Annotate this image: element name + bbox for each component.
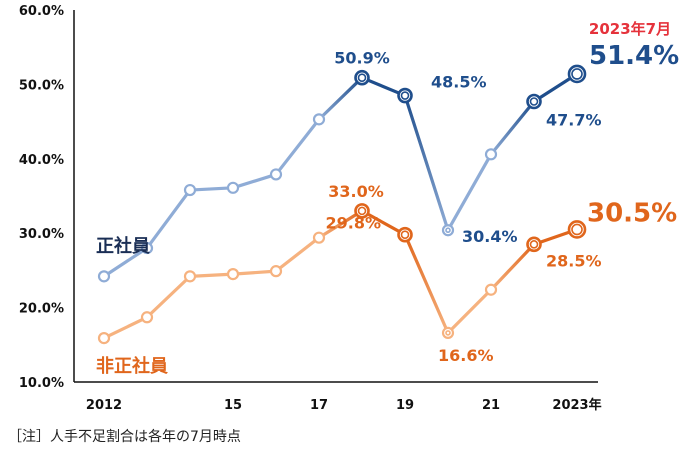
- data-point: [354, 203, 370, 219]
- series-line-segment: [403, 93, 450, 232]
- data-point: [526, 236, 542, 253]
- series-line-segment: [360, 209, 407, 237]
- x-tick-label: 2023年: [552, 397, 601, 413]
- data-point: [312, 231, 326, 244]
- data-point: [567, 220, 587, 239]
- y-tick-labels: 10.0% 20.0% 30.0% 40.0% 50.0% 60.0%: [19, 4, 64, 391]
- data-point: [567, 64, 587, 84]
- series-line-segment: [102, 315, 149, 340]
- data-point: [397, 87, 413, 104]
- y-tick-label: 30.0%: [19, 227, 64, 242]
- series-line-segment: [274, 117, 321, 177]
- data-point: [97, 270, 111, 283]
- x-tick-labels: 2012 15 17 19 21 2023年: [86, 397, 602, 413]
- series-line-segment: [145, 188, 192, 250]
- data-point: [441, 224, 455, 237]
- series-line-segment: [231, 172, 278, 190]
- data-label: 30.4%: [462, 227, 518, 246]
- footnote: ［注］人手不足割合は各年の7月時点: [8, 428, 241, 445]
- series-line-segment: [231, 269, 278, 276]
- series-line-segment: [489, 99, 536, 156]
- series-line-segment: [188, 186, 235, 192]
- data-label: 48.5%: [431, 73, 487, 92]
- data-point: [354, 69, 370, 86]
- data-point: [140, 311, 154, 324]
- data-labels: 50.9% 48.5% 30.4% 47.7% 51.4% 33.0% 29.8% 16.6%…: [325, 41, 679, 365]
- data-label: 16.6%: [438, 346, 494, 365]
- data-label: 29.8%: [325, 214, 381, 233]
- x-tick-label: 19: [396, 398, 414, 413]
- data-label: 47.7%: [546, 111, 602, 130]
- data-point: [97, 332, 111, 345]
- x-tick-label: 17: [310, 398, 328, 413]
- series-line-segment: [446, 288, 493, 335]
- x-tick-label: 15: [224, 398, 242, 413]
- x-tick-label: 21: [482, 398, 500, 413]
- data-point: [226, 181, 240, 194]
- y-tick-label: 60.0%: [19, 4, 64, 19]
- data-markers: [97, 64, 587, 345]
- series-label: 正社員: [96, 235, 150, 257]
- series-label: 非正社員: [96, 355, 168, 377]
- x-tick-label: 2012: [86, 398, 122, 413]
- chart-annotation: 2023年7月: [589, 20, 671, 38]
- series-line-segment: [102, 246, 149, 278]
- data-point: [183, 183, 197, 197]
- series-line-segment: [403, 233, 450, 335]
- data-point: [269, 265, 283, 278]
- series-line-segment: [188, 272, 235, 278]
- series-line-segment: [317, 209, 364, 240]
- data-point: [312, 113, 326, 126]
- data-label: 30.5%: [587, 198, 677, 228]
- data-point: [484, 148, 498, 161]
- data-label: 51.4%: [589, 41, 679, 71]
- axes: [73, 10, 598, 383]
- y-tick-label: 10.0%: [19, 376, 64, 391]
- y-tick-label: 40.0%: [19, 153, 64, 168]
- data-point: [140, 241, 154, 255]
- series-line-segment: [274, 236, 321, 273]
- series-line-segment: [317, 76, 364, 121]
- series-line-segment: [145, 274, 192, 319]
- data-point: [183, 270, 197, 283]
- data-point: [484, 283, 498, 296]
- data-point: [441, 326, 455, 339]
- data-label: 50.9%: [334, 49, 390, 68]
- data-label: 28.5%: [546, 251, 602, 270]
- series-lines: [102, 72, 579, 340]
- series-line-segment: [489, 242, 536, 292]
- y-tick-label: 20.0%: [19, 302, 64, 317]
- data-point: [269, 168, 283, 181]
- series-line-segment: [446, 152, 493, 232]
- y-tick-label: 50.0%: [19, 78, 64, 93]
- data-point: [226, 268, 240, 281]
- data-label: 33.0%: [328, 182, 384, 201]
- data-point: [397, 226, 413, 243]
- data-point: [526, 93, 542, 110]
